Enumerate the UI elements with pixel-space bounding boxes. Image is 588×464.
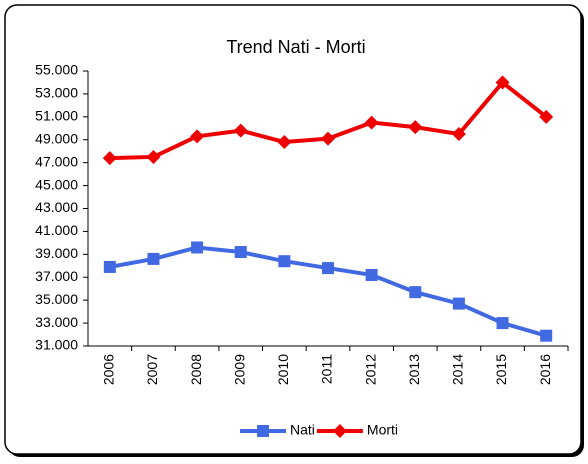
data-point (278, 255, 291, 268)
y-tick-label: 49.000 (35, 130, 78, 146)
data-point (540, 329, 553, 342)
y-tick-label: 51.000 (35, 108, 78, 124)
x-tick-label: 2013 (406, 354, 422, 385)
data-point (234, 246, 247, 259)
data-point (451, 127, 466, 142)
y-tick-label: 53.000 (35, 85, 78, 101)
chart-title: Trend Nati - Morti (226, 37, 365, 57)
y-tick-label: 47.000 (35, 153, 78, 169)
x-tick-label: 2010 (275, 354, 291, 385)
y-tick-label: 37.000 (35, 268, 78, 284)
y-tick-label: 43.000 (35, 199, 78, 215)
legend-marker (257, 425, 269, 437)
data-point (322, 262, 334, 275)
y-tick-label: 41.000 (35, 222, 78, 238)
x-tick-label: 2006 (101, 354, 117, 385)
y-tick-label: 31.000 (35, 337, 78, 353)
data-point (408, 120, 423, 135)
legend-marker (332, 424, 347, 438)
data-point (277, 135, 292, 150)
x-tick-label: 2015 (493, 354, 509, 385)
data-point (102, 151, 117, 166)
x-tick-label: 2016 (537, 354, 553, 385)
data-point (146, 149, 161, 164)
y-tick-label: 35.000 (35, 291, 78, 307)
data-point (452, 297, 465, 310)
x-tick-label: 2007 (144, 354, 160, 385)
data-point (409, 286, 422, 299)
legend-label: Morti (367, 422, 398, 438)
y-tick-label: 33.000 (35, 314, 78, 330)
data-point (233, 123, 248, 138)
data-point (321, 131, 335, 146)
y-tick-label: 55.000 (35, 62, 78, 78)
frame (4, 4, 582, 455)
x-tick-label: 2008 (188, 354, 204, 385)
data-point (191, 241, 204, 254)
data-point (365, 268, 378, 281)
y-tick-label: 39.000 (35, 245, 78, 261)
data-point (496, 317, 509, 330)
data-point (495, 75, 510, 90)
x-tick-label: 2011 (319, 354, 335, 384)
x-tick-label: 2014 (450, 354, 466, 385)
y-tick-label: 45.000 (35, 176, 78, 192)
data-point (147, 252, 160, 265)
x-tick-label: 2009 (231, 354, 247, 385)
data-point (190, 129, 205, 144)
data-point (364, 115, 379, 130)
x-tick-label: 2012 (362, 354, 378, 385)
data-point (539, 109, 554, 124)
data-point (103, 260, 116, 273)
legend-label: Nati (290, 422, 315, 438)
